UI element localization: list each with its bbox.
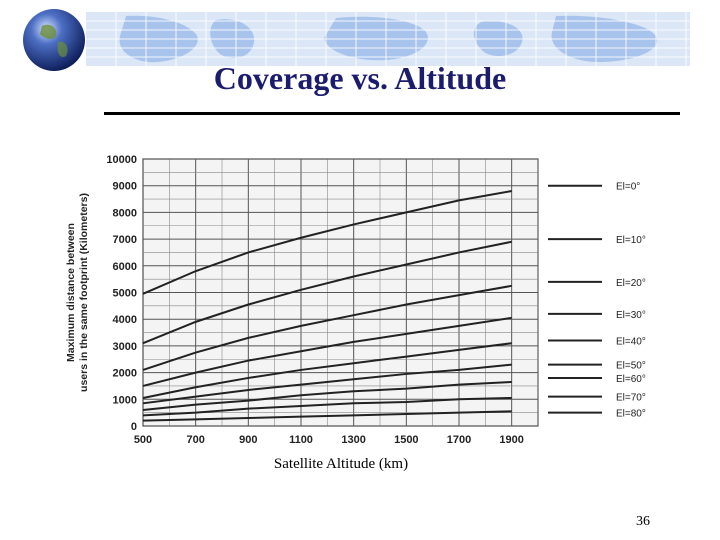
y-axis-label-line: users in the same footprint (Kilometers) (78, 193, 90, 392)
x-axis-label: Satellite Altitude (km) (273, 456, 409, 472)
x-axis-ticks: 500 700 900 1100 1300 1500 1700 1900 (134, 434, 524, 446)
page-number: 36 (636, 514, 650, 529)
y-tick-label: 10000 (106, 154, 137, 166)
x-tick-label: 700 (186, 434, 204, 446)
y-tick-label: 5000 (113, 288, 137, 300)
x-tick-label: 1700 (447, 434, 471, 446)
legend-label: El=50° (616, 361, 646, 372)
x-tick-label: 1900 (499, 434, 523, 446)
chart-legend: El=0° El=10° El=20° El=30° El=40° El=50° El=60… (548, 182, 646, 420)
x-tick-label: 1100 (289, 434, 313, 446)
y-axis-label-line: Maximum distance between (65, 223, 77, 362)
legend-label: El=40° (616, 337, 646, 348)
x-tick-label: 900 (239, 434, 257, 446)
y-tick-label: 3000 (113, 341, 137, 353)
legend-label: El=10° (616, 235, 646, 246)
legend-label: El=20° (616, 278, 646, 289)
series-line (142, 380, 512, 411)
series-line (142, 410, 512, 422)
y-tick-label: 6000 (113, 261, 137, 273)
coverage-chart: 500 700 900 1100 1300 1500 1700 1900 0 1000 2000 3… (60, 145, 670, 455)
world-map-icon (86, 12, 690, 66)
coverage-chart-svg: 500 700 900 1100 1300 1500 1700 1900 0 1000 2000 3… (65, 154, 646, 446)
series-line (142, 284, 512, 371)
y-axis-ticks: 0 1000 2000 3000 4000 5000 6000 7000 8000 9000 100… (106, 154, 137, 433)
series-line (142, 316, 512, 387)
y-tick-label: 4000 (113, 314, 137, 326)
x-tick-label: 1500 (394, 434, 418, 446)
y-tick-label: 1000 (113, 394, 137, 406)
y-axis-label: Maximum distance between users in the sam… (65, 193, 90, 392)
y-tick-label: 9000 (113, 181, 137, 193)
chart-series (142, 190, 512, 422)
title-divider (104, 112, 680, 115)
legend-label: El=30° (616, 310, 646, 321)
globe-icon (22, 8, 86, 72)
world-map-banner (86, 12, 690, 66)
y-tick-label: 8000 (113, 207, 137, 219)
legend-label: El=60° (616, 374, 646, 385)
legend-label: El=0° (616, 182, 640, 193)
legend-label: El=80° (616, 409, 646, 420)
y-tick-label: 2000 (113, 368, 137, 380)
legend-label: El=70° (616, 393, 646, 404)
series-line (142, 342, 512, 399)
series-line (142, 396, 512, 417)
series-line (142, 240, 512, 345)
y-tick-label: 0 (131, 421, 137, 433)
series-line (142, 363, 512, 405)
y-tick-label: 7000 (113, 234, 137, 246)
slide-title: Coverage vs. Altitude (213, 60, 507, 96)
x-tick-label: 500 (134, 434, 152, 446)
x-tick-label: 1300 (341, 434, 365, 446)
series-line (142, 190, 512, 295)
